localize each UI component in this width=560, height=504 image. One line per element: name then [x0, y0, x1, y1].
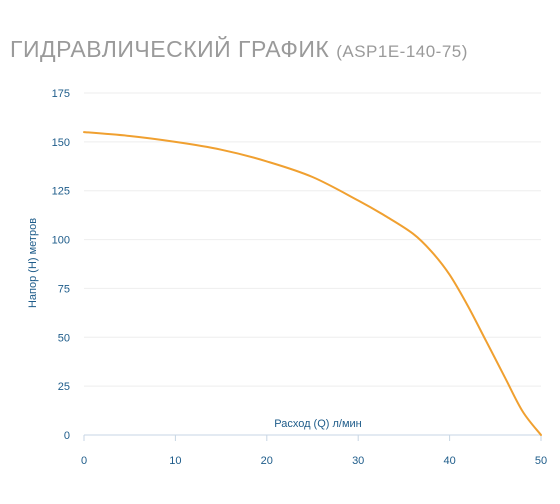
x-axis-label: Расход (Q) л/мин [274, 418, 362, 430]
y-axis-ticks: 0 25 50 75 100 125 150 175 [52, 88, 70, 442]
y-tick-label-0: 0 [64, 430, 70, 442]
y-tick-label-75: 75 [58, 283, 70, 295]
x-tick-label-20: 20 [261, 455, 273, 467]
y-tick-label-125: 125 [52, 186, 70, 198]
y-tick-label-100: 100 [52, 235, 70, 247]
chart-title-model: (ASP1E-140-75) [336, 42, 468, 61]
series-line-0 [83, 131, 542, 436]
chart-title: ГИДРАВЛИЧЕСКИЙ ГРАФИК (ASP1E-140-75) [10, 34, 468, 67]
y-tick-label-150: 150 [52, 137, 70, 149]
x-tick-label-0: 0 [81, 455, 87, 467]
x-tick-label-30: 30 [352, 455, 364, 467]
y-tick-label-25: 25 [58, 381, 70, 393]
chart-title-main: ГИДРАВЛИЧЕСКИЙ ГРАФИК [10, 36, 330, 62]
grid-lines [84, 92, 541, 387]
x-tick-label-10: 10 [169, 455, 181, 467]
x-tick-label-40: 40 [443, 455, 455, 467]
y-axis-label: Напор (Н) метров [27, 218, 39, 308]
x-tick-label-50: 50 [535, 455, 547, 467]
x-axis-ticks: 0 10 20 30 40 50 [81, 435, 547, 467]
y-tick-label-175: 175 [52, 88, 70, 100]
y-tick-label-50: 50 [58, 332, 70, 344]
series-layer [83, 131, 542, 436]
